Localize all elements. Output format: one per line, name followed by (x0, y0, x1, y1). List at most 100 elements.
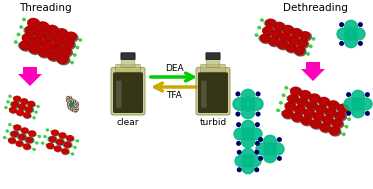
Circle shape (274, 24, 276, 26)
Circle shape (258, 26, 260, 29)
Circle shape (24, 36, 27, 38)
Ellipse shape (57, 55, 68, 64)
Circle shape (48, 36, 51, 38)
Circle shape (28, 102, 30, 104)
Ellipse shape (60, 48, 72, 57)
Circle shape (56, 133, 59, 135)
Ellipse shape (12, 132, 19, 137)
Circle shape (44, 136, 46, 138)
Circle shape (334, 105, 337, 107)
Circle shape (74, 107, 78, 111)
Circle shape (19, 112, 21, 114)
Ellipse shape (328, 101, 338, 109)
Ellipse shape (274, 22, 284, 30)
Ellipse shape (280, 33, 290, 41)
Circle shape (304, 111, 307, 113)
Circle shape (70, 99, 74, 104)
Circle shape (358, 23, 362, 26)
Ellipse shape (44, 34, 56, 43)
Ellipse shape (32, 29, 47, 38)
Ellipse shape (300, 117, 313, 124)
Circle shape (46, 129, 48, 131)
Circle shape (345, 125, 348, 128)
Ellipse shape (56, 29, 67, 38)
Circle shape (71, 99, 75, 103)
Ellipse shape (352, 106, 364, 118)
Ellipse shape (23, 26, 38, 35)
Ellipse shape (360, 98, 372, 110)
Circle shape (69, 44, 72, 46)
Ellipse shape (277, 40, 287, 49)
Ellipse shape (250, 98, 263, 110)
Circle shape (340, 115, 342, 117)
Ellipse shape (263, 27, 274, 36)
Ellipse shape (19, 105, 25, 109)
Ellipse shape (269, 37, 279, 45)
Circle shape (68, 104, 72, 108)
Ellipse shape (291, 29, 301, 37)
Circle shape (30, 21, 32, 23)
Ellipse shape (48, 52, 60, 61)
Ellipse shape (333, 112, 347, 120)
FancyBboxPatch shape (23, 67, 37, 74)
Circle shape (347, 93, 350, 96)
Ellipse shape (23, 34, 35, 44)
Ellipse shape (280, 34, 292, 42)
Circle shape (17, 33, 20, 36)
Circle shape (279, 102, 282, 104)
Ellipse shape (242, 136, 254, 148)
Circle shape (267, 21, 270, 24)
Circle shape (66, 51, 69, 54)
Ellipse shape (18, 134, 26, 140)
Circle shape (68, 98, 72, 102)
Ellipse shape (54, 37, 66, 46)
Ellipse shape (21, 99, 27, 104)
Circle shape (259, 157, 262, 160)
Circle shape (6, 130, 8, 132)
Circle shape (74, 101, 78, 105)
Ellipse shape (300, 32, 310, 40)
Circle shape (366, 93, 369, 96)
Circle shape (68, 101, 72, 105)
Ellipse shape (288, 95, 300, 104)
FancyBboxPatch shape (198, 72, 228, 113)
Circle shape (256, 123, 259, 126)
Circle shape (67, 101, 72, 106)
FancyBboxPatch shape (201, 81, 207, 108)
Circle shape (288, 46, 290, 48)
Circle shape (256, 112, 260, 116)
Circle shape (62, 41, 65, 44)
Ellipse shape (291, 88, 302, 96)
Circle shape (67, 99, 72, 104)
Circle shape (301, 93, 304, 95)
Ellipse shape (289, 28, 303, 37)
Ellipse shape (29, 44, 40, 53)
Ellipse shape (66, 33, 78, 42)
Ellipse shape (278, 41, 289, 50)
Circle shape (76, 46, 79, 49)
Circle shape (32, 104, 34, 106)
Circle shape (323, 109, 326, 112)
Ellipse shape (345, 36, 357, 48)
Circle shape (37, 105, 39, 108)
Ellipse shape (35, 30, 47, 40)
Ellipse shape (28, 102, 35, 107)
Circle shape (75, 103, 79, 107)
Circle shape (310, 121, 312, 123)
Ellipse shape (326, 109, 337, 118)
Circle shape (68, 96, 72, 101)
Circle shape (3, 136, 6, 139)
Circle shape (67, 101, 71, 105)
Circle shape (66, 98, 70, 102)
Ellipse shape (20, 42, 32, 51)
Circle shape (33, 149, 35, 150)
Ellipse shape (283, 26, 294, 35)
Ellipse shape (17, 110, 24, 116)
Ellipse shape (54, 146, 61, 151)
Ellipse shape (37, 22, 48, 31)
Circle shape (51, 131, 53, 133)
Circle shape (43, 51, 45, 53)
Text: Dethreading: Dethreading (283, 3, 347, 13)
Circle shape (284, 36, 286, 38)
Circle shape (31, 38, 34, 41)
